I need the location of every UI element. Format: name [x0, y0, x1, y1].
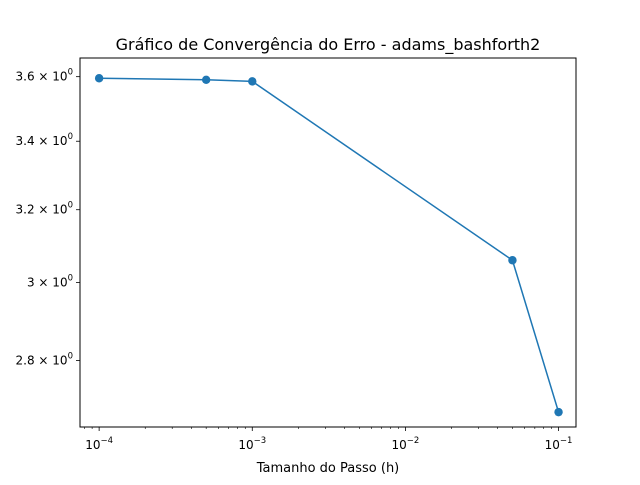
x-tick-base: 10 [238, 438, 253, 452]
x-tick-base: 10 [545, 438, 560, 452]
x-tick-base: 10 [85, 438, 100, 452]
x-tick-exponent: −2 [407, 436, 420, 446]
x-tick-exponent: −4 [101, 436, 114, 446]
y-tick-exponent: 0 [68, 274, 73, 284]
y-tick-label: 3.4 × 100 [16, 132, 73, 148]
data-point [508, 256, 517, 265]
y-tick-mantissa: 3 × 10 [27, 276, 68, 290]
y-tick-mantissa: 2.8 × 10 [16, 354, 68, 368]
y-tick-label: 3.6 × 100 [16, 68, 73, 84]
y-tick-label: 3.2 × 100 [16, 201, 73, 217]
x-tick-label: 10−3 [238, 436, 266, 452]
x-tick-label: 10−2 [392, 436, 420, 452]
plot-area [79, 57, 577, 428]
x-tick-base: 10 [392, 438, 407, 452]
y-tick-label: 3 × 100 [27, 274, 73, 290]
x-tick-exponent: −1 [560, 436, 573, 446]
x-tick-label: 10−1 [545, 436, 573, 452]
y-tick-mantissa: 3.2 × 10 [16, 203, 68, 217]
y-tick-mantissa: 3.6 × 10 [16, 70, 68, 84]
x-tick-label: 10−4 [85, 436, 113, 452]
data-point [201, 75, 211, 85]
chart-title: Gráfico de Convergência do Erro - adams_… [116, 35, 541, 55]
y-tick-exponent: 0 [68, 68, 73, 78]
x-tick-exponent: −3 [254, 436, 267, 446]
data-point [248, 77, 257, 86]
data-point [554, 407, 563, 417]
y-tick-label: 2.8 × 100 [16, 352, 73, 368]
data-point [94, 74, 104, 83]
y-tick-exponent: 0 [68, 201, 73, 211]
series-layer [94, 74, 563, 417]
x-axis-label: Tamanho do Passo (h) [256, 461, 400, 476]
y-tick-exponent: 0 [68, 352, 73, 362]
y-tick-exponent: 0 [68, 132, 73, 142]
y-tick-mantissa: 3.4 × 10 [16, 134, 68, 148]
